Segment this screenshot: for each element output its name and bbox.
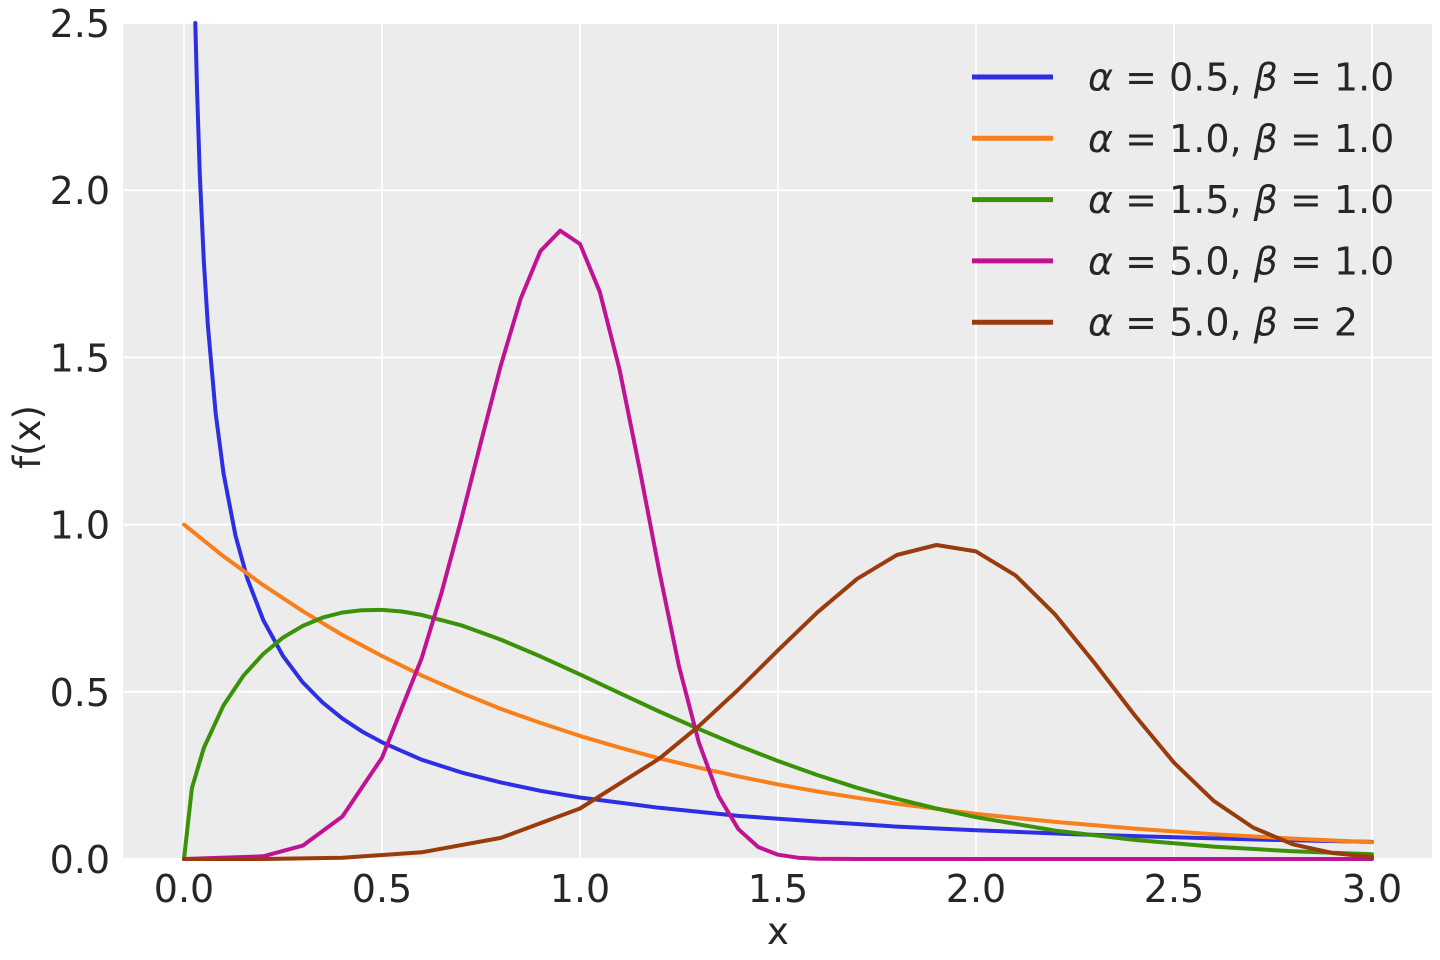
x-tick-label-1.5: 1.5 bbox=[748, 867, 808, 911]
curve-series-1 bbox=[182, 522, 1374, 845]
x-tick-label-0.5: 0.5 bbox=[352, 867, 412, 911]
x-tick-label-1.0: 1.0 bbox=[550, 867, 610, 911]
y-tick-label-1.5: 1.5 bbox=[50, 336, 110, 380]
x-axis-label: x bbox=[767, 910, 789, 953]
legend-label-1: α = 1.0, β = 1.0 bbox=[1088, 117, 1394, 161]
curve-series-3 bbox=[182, 228, 1374, 861]
x-tick-label-0.0: 0.0 bbox=[154, 867, 214, 911]
legend-label-3: α = 5.0, β = 1.0 bbox=[1088, 239, 1394, 283]
x-tick-label-3.0: 3.0 bbox=[1342, 867, 1402, 911]
data-curves bbox=[182, 21, 1374, 861]
curve-series-2 bbox=[182, 607, 1374, 861]
y-tick-label-2.5: 2.5 bbox=[50, 2, 110, 46]
y-tick-label-1.0: 1.0 bbox=[50, 504, 110, 548]
legend-label-4: α = 5.0, β = 2 bbox=[1088, 301, 1358, 345]
legend-label-0: α = 0.5, β = 1.0 bbox=[1088, 56, 1394, 100]
x-axis-tick-labels: 0.0 0.5 1.0 1.5 2.0 2.5 3.0 bbox=[154, 867, 1402, 911]
y-axis-tick-labels: 0.0 0.5 1.0 1.5 2.0 2.5 bbox=[50, 2, 110, 882]
legend: α = 0.5, β = 1.0 α = 1.0, β = 1.0 α = 1.5,… bbox=[972, 56, 1394, 345]
curve-series-4 bbox=[182, 543, 1374, 861]
y-tick-label-2.0: 2.0 bbox=[50, 169, 110, 213]
x-tick-label-2.5: 2.5 bbox=[1144, 867, 1204, 911]
x-tick-label-2.0: 2.0 bbox=[946, 867, 1006, 911]
y-tick-label-0.0: 0.0 bbox=[50, 838, 110, 882]
y-axis-label: f(x) bbox=[6, 405, 49, 469]
y-tick-label-0.5: 0.5 bbox=[50, 671, 110, 715]
legend-label-2: α = 1.5, β = 1.0 bbox=[1088, 178, 1394, 222]
curve-series-0 bbox=[193, 21, 1374, 844]
